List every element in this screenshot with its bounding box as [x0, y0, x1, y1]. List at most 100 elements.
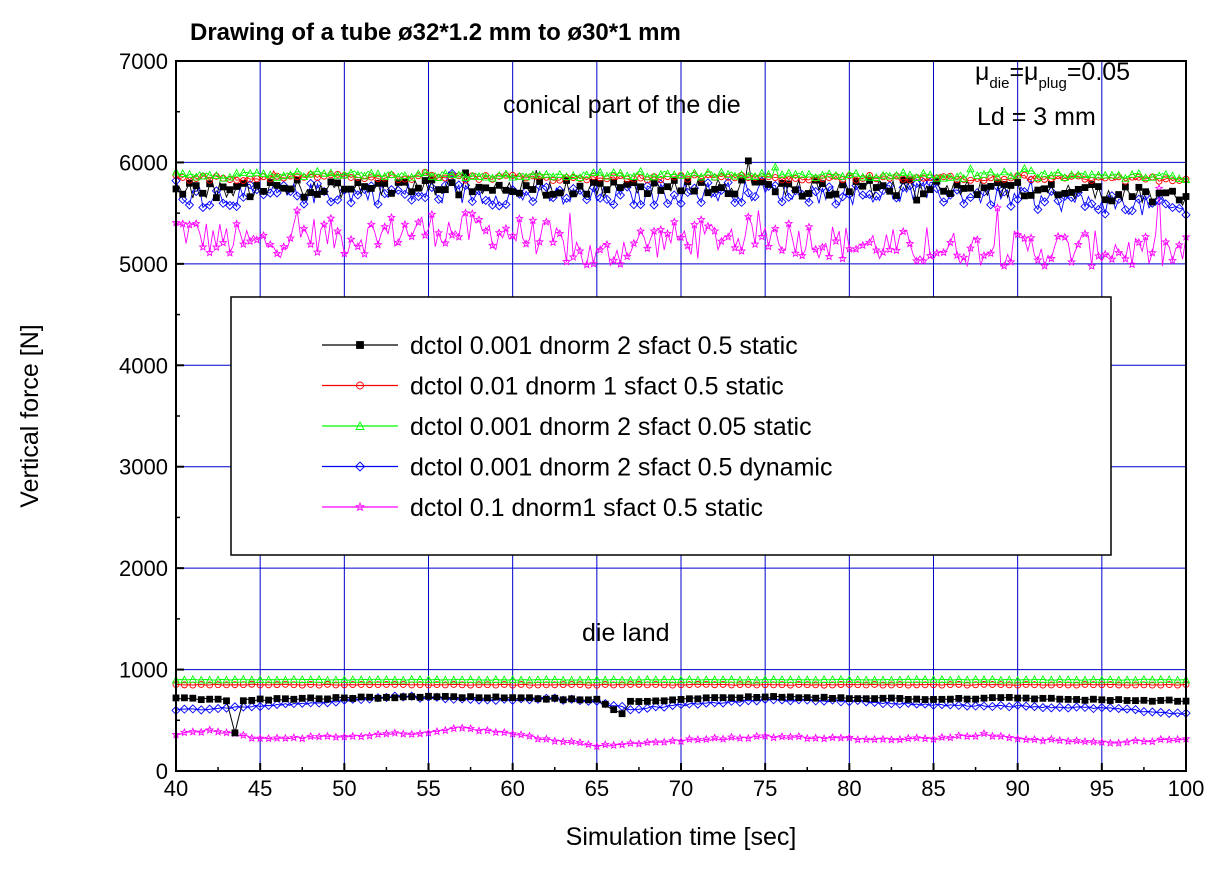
- series-marker: [212, 194, 220, 202]
- series-marker: [838, 171, 847, 180]
- series-marker: [635, 698, 643, 705]
- series-marker: [878, 185, 888, 196]
- series-marker: [853, 735, 863, 744]
- series-marker: [1120, 254, 1130, 263]
- series-marker: [858, 240, 868, 250]
- series-marker: [1174, 240, 1184, 249]
- series-marker: [1127, 259, 1137, 269]
- series-marker: [952, 250, 962, 260]
- series-marker: [871, 695, 878, 703]
- series-marker: [420, 168, 430, 177]
- series-marker: [1100, 209, 1110, 219]
- series-marker: [865, 172, 874, 181]
- series-marker: [582, 195, 592, 205]
- series-marker: [306, 698, 316, 708]
- series-marker: [1148, 697, 1156, 705]
- series-marker: [575, 173, 585, 182]
- series-marker: [676, 736, 686, 746]
- series-marker: [886, 187, 894, 195]
- series-marker: [1148, 675, 1157, 684]
- series-marker: [778, 176, 786, 184]
- series-marker: [393, 172, 403, 181]
- series-marker: [791, 169, 800, 178]
- series-marker: [966, 164, 975, 173]
- series-marker: [691, 187, 698, 195]
- series-marker: [576, 182, 584, 190]
- series-marker: [592, 675, 602, 684]
- series-marker: [307, 680, 315, 688]
- series-marker: [1021, 701, 1031, 711]
- series-marker: [702, 680, 710, 688]
- series-marker: [1039, 694, 1047, 702]
- series-marker: [366, 219, 376, 229]
- series-marker: [718, 675, 728, 683]
- series-marker: [1022, 680, 1030, 688]
- series-marker: [627, 697, 634, 705]
- series-marker: [495, 181, 503, 189]
- axes: 40 45 50 55 60 65 70 75 80 85 90 95 1000100020003000…: [119, 49, 1204, 801]
- series-marker: [663, 169, 672, 177]
- y-tick-label: 2000: [119, 556, 168, 581]
- series-marker: [1047, 181, 1055, 188]
- series-marker: [1080, 736, 1090, 746]
- series-marker: [669, 217, 679, 226]
- series-marker: [349, 695, 357, 702]
- series-marker: [918, 256, 928, 265]
- series-line: [175, 678, 1186, 681]
- legend-item: dctol 0.001 dnorm 2 sfact 0.05 static: [322, 413, 812, 441]
- series-marker: [730, 197, 740, 208]
- series-marker: [373, 199, 383, 209]
- series-marker: [272, 675, 282, 684]
- series-marker: [649, 200, 659, 210]
- series-marker: [482, 725, 492, 735]
- series-marker: [1047, 170, 1056, 179]
- series-marker: [1080, 169, 1090, 178]
- series-marker: [1031, 695, 1038, 703]
- series-marker: [238, 730, 248, 739]
- series-marker: [905, 239, 915, 248]
- series-marker: [289, 674, 299, 683]
- series-marker: [214, 695, 222, 703]
- series-marker: [938, 197, 949, 207]
- series-marker: [744, 157, 752, 165]
- series-marker: [555, 228, 565, 238]
- series-marker: [421, 177, 429, 184]
- series-marker: [315, 695, 323, 703]
- series-marker: [609, 167, 618, 176]
- series-marker: [491, 727, 501, 737]
- series-marker: [582, 170, 591, 179]
- series-marker: [858, 172, 868, 181]
- series-marker: [717, 173, 725, 181]
- series-marker: [912, 173, 921, 182]
- series-marker: [232, 219, 242, 228]
- series-marker: [701, 675, 711, 684]
- legend-items: dctol 0.001 dnorm 2 sfact 0.5 static dcto…: [322, 332, 832, 522]
- series-marker: [314, 674, 324, 683]
- series-marker: [273, 695, 281, 702]
- series-marker: [346, 234, 356, 244]
- series-marker: [279, 171, 288, 180]
- series-marker: [1000, 175, 1008, 183]
- series-marker: [568, 695, 575, 703]
- series-marker: [986, 200, 996, 210]
- series-marker: [1013, 194, 1023, 205]
- series-marker: [913, 196, 921, 204]
- series-marker: [920, 190, 927, 198]
- series-marker: [1081, 696, 1089, 704]
- series-marker: [218, 238, 228, 247]
- series-marker: [191, 172, 201, 181]
- series-marker: [1014, 694, 1022, 702]
- series-marker: [802, 733, 812, 743]
- x-tick-label: 95: [1090, 776, 1114, 801]
- series-marker: [987, 731, 997, 741]
- series-marker: [253, 181, 261, 189]
- series-marker: [753, 681, 761, 689]
- series-marker: [932, 173, 942, 182]
- series-marker: [805, 190, 813, 197]
- series-marker: [757, 168, 767, 177]
- series-marker: [273, 681, 281, 689]
- series-marker: [798, 176, 806, 184]
- series-marker: [297, 698, 307, 708]
- series-marker: [602, 171, 612, 180]
- series-marker: [1164, 675, 1174, 684]
